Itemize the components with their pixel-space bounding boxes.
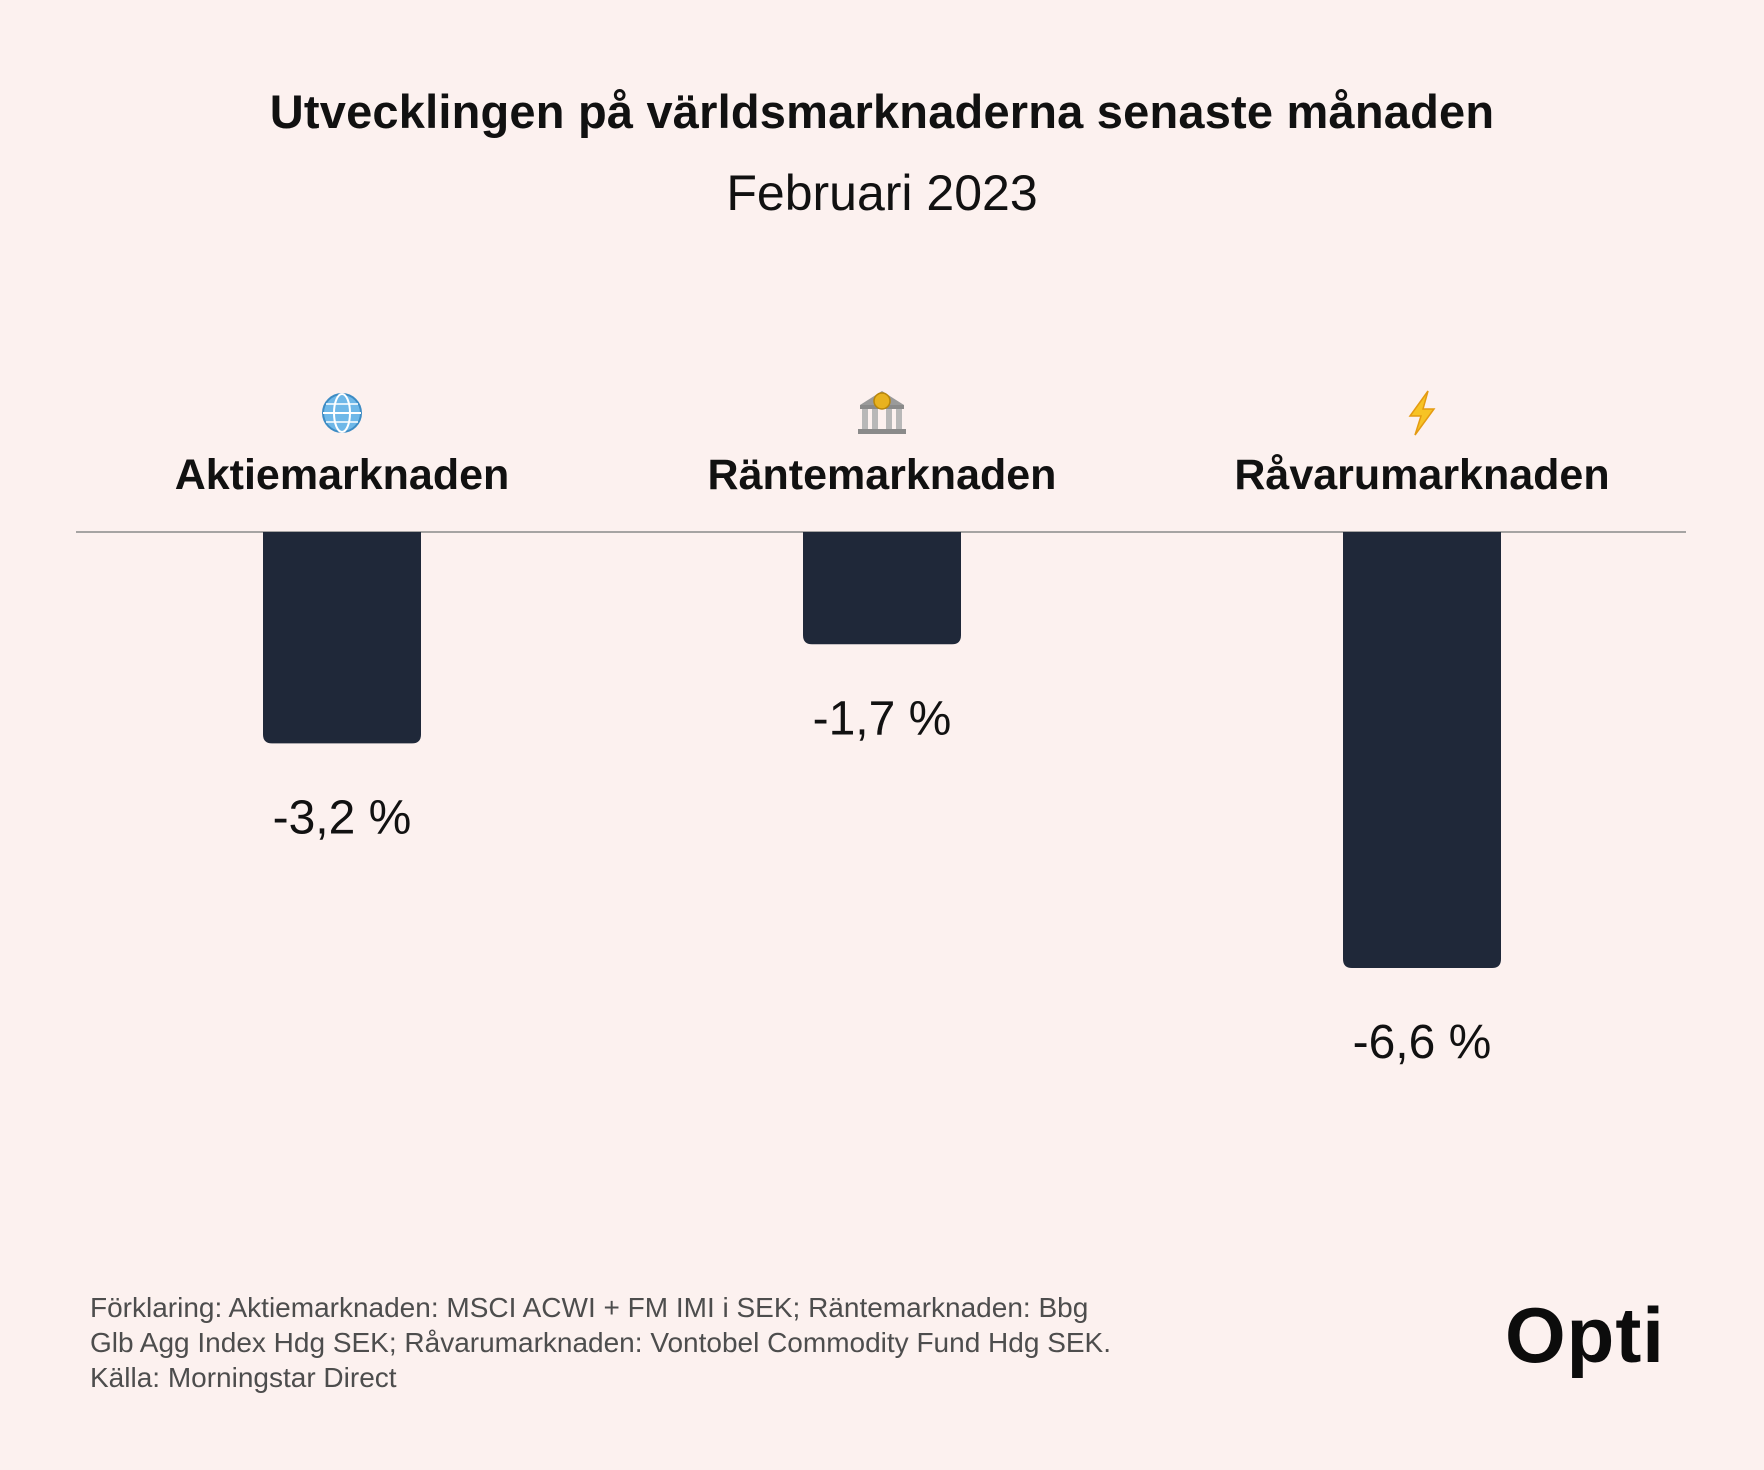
bar — [263, 532, 421, 744]
bank-icon — [858, 391, 906, 434]
category-label: Aktiemarknaden — [175, 451, 510, 499]
value-label: -1,7 % — [813, 692, 952, 745]
category-label: Räntemarknaden — [708, 451, 1057, 499]
globe-icon — [322, 393, 362, 433]
footnote-line: Förklaring: Aktiemarknaden: MSCI ACWI + … — [90, 1292, 1089, 1323]
footnote: Förklaring: Aktiemarknaden: MSCI ACWI + … — [90, 1290, 1350, 1395]
chart-title: Utvecklingen på världsmarknaderna senast… — [269, 85, 1495, 138]
chart-subtitle: Februari 2023 — [726, 165, 1038, 221]
footnote-line: Källa: Morningstar Direct — [90, 1362, 397, 1393]
bar — [1343, 532, 1501, 968]
value-label: -6,6 % — [1353, 1016, 1492, 1069]
bar — [803, 532, 961, 645]
footnote-line: Glb Agg Index Hdg SEK; Råvarumarknaden: … — [90, 1327, 1112, 1358]
value-label: -3,2 % — [273, 791, 412, 844]
opti-logo: Opti — [1505, 1291, 1665, 1379]
lightning-icon — [1408, 390, 1436, 436]
category-label: Råvarumarknaden — [1234, 451, 1609, 499]
